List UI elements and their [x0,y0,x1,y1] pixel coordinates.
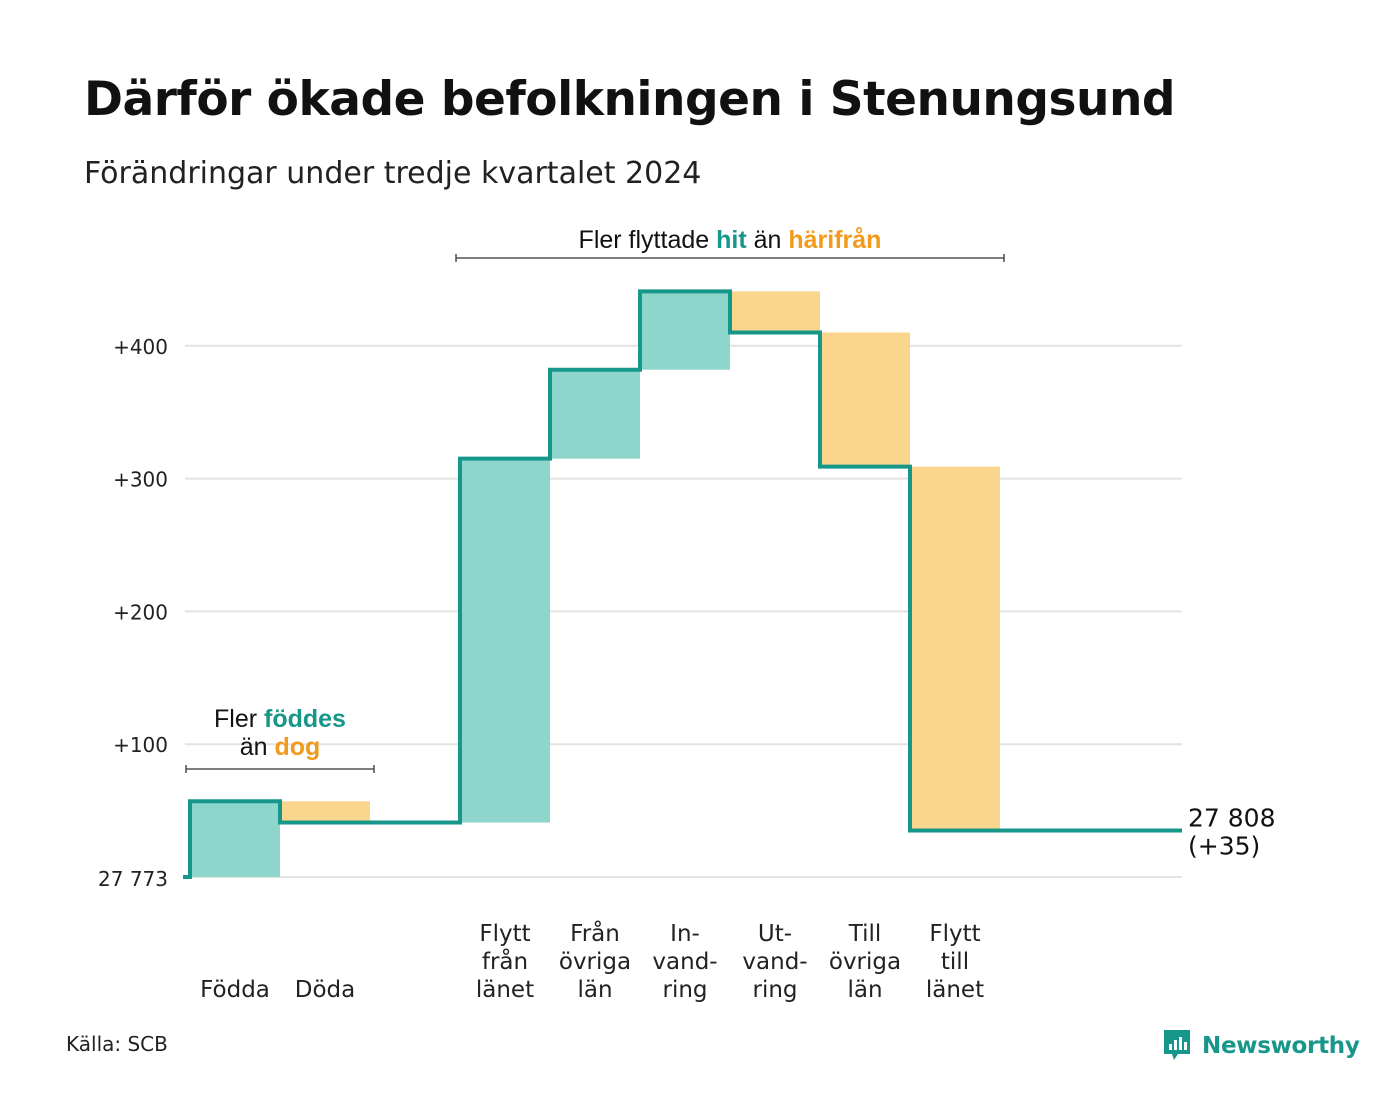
annotation-migration-bracket [455,254,1005,262]
source-note: Källa: SCB [66,1032,168,1056]
bar-till-ovriga-lan [820,332,910,467]
category-label-flytt-fran-lanet: länet [476,977,534,1003]
annotation-births-line1: Fler föddes [214,705,346,733]
bar-fran-ovriga-lan [550,369,640,459]
category-label-flytt-till-lanet: länet [926,977,984,1003]
brand-logo: Newsworthy [1162,1026,1360,1066]
category-label-flytt-till-lanet: till [941,949,969,975]
end-value: 27 808 [1188,804,1275,833]
bar-doda [280,801,370,823]
category-label-flytt-fran-lanet: Flytt [479,921,530,947]
bar-invandring [640,291,730,370]
bar-flytt-till-lanet [910,466,1000,831]
category-label-fran-ovriga-lan: övriga [559,949,631,975]
category-label-invandring: ring [662,977,707,1003]
chart-subtitle: Förändringar under tredje kvartalet 2024 [84,156,702,191]
chart-title: Därför ökade befolkningen i Stenungsund [84,72,1176,127]
newsworthy-logo-icon [1164,1030,1190,1060]
running-total-path [183,289,1182,879]
gridlines [185,344,1182,878]
annotation-migration-line1: Fler flyttade hit än härifrån [579,226,882,254]
bar-fodda [190,801,280,877]
category-label-flytt-fran-lanet: från [482,947,528,975]
y-tick-label: +400 [113,335,168,359]
category-label-utvandring: Ut- [758,921,792,947]
category-label-doda: Döda [295,977,355,1003]
running-total-line [183,289,1182,879]
annotation-births-line2: än dog [240,733,321,761]
bar-flytt-fran-lanet [460,458,550,823]
y-tick-label: +100 [113,733,168,757]
category-labels: Födda DödaFlyttfrånlänetFrånövrigalänIn-v… [200,919,984,1003]
annotation-births-bracket [185,765,375,773]
category-label-fodda: Födda [200,977,270,1003]
change-bars [190,291,1000,877]
baseline-label: 27 773 [98,867,168,891]
bar-utvandring [730,291,820,333]
brand-name: Newsworthy [1202,1033,1360,1059]
category-label-till-ovriga-lan: län [847,977,882,1003]
end-change: (+35) [1188,832,1260,861]
category-label-flytt-till-lanet: Flytt [929,921,980,947]
category-label-utvandring: ring [752,977,797,1003]
category-label-invandring: vand- [652,949,717,975]
category-label-invandring: In- [670,921,700,947]
category-label-fran-ovriga-lan: län [577,977,612,1003]
end-value-label: 27 808(+35) [1188,804,1275,861]
y-tick-label: +300 [113,468,168,492]
y-axis-ticks: +100 +200 +300 +400 27 773 [98,335,168,891]
y-tick-label: +200 [113,600,168,624]
category-label-fran-ovriga-lan: Från [570,919,620,947]
category-label-till-ovriga-lan: övriga [829,949,901,975]
category-label-utvandring: vand- [742,949,807,975]
category-label-till-ovriga-lan: Till [848,921,882,947]
